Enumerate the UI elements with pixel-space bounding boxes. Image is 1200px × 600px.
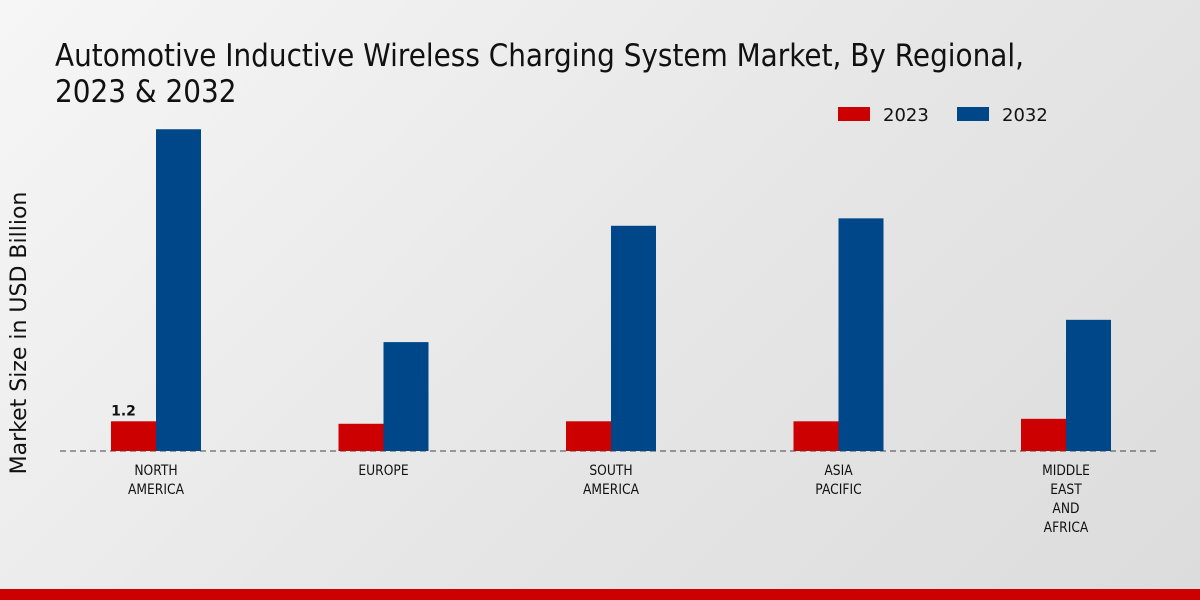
legend-swatch-2032 — [957, 107, 989, 121]
bar-2032-north-america — [156, 129, 201, 451]
data-label: 1.2 — [111, 403, 136, 419]
x-tick-label: SOUTH AMERICA — [583, 463, 639, 498]
bar-2032-asia-pacific — [838, 218, 884, 451]
bar-2023-middle-east-and-africa — [1021, 418, 1066, 451]
x-tick-label-line: PACIFIC — [815, 482, 861, 498]
bar-2032-south-america — [611, 225, 656, 451]
legend-label-2023: 2023 — [883, 105, 929, 126]
x-tick-label: EUROPE — [358, 463, 408, 479]
bar-2023-north-america — [111, 421, 156, 451]
bottom-accent-bar — [0, 589, 1200, 600]
bar-2023-asia-pacific — [793, 421, 839, 451]
x-tick-label-line: AMERICA — [583, 482, 639, 498]
x-tick-label: MIDDLE EAST AND AFRICA — [1042, 463, 1090, 536]
bar-2023-europe — [338, 423, 384, 451]
bar-2032-europe — [383, 342, 429, 451]
chart-title: Automotive Inductive Wireless Charging S… — [55, 38, 1025, 110]
x-tick-label-line: NORTH — [134, 463, 177, 479]
bar-2023-south-america — [566, 421, 611, 451]
x-tick-label: ASIA PACIFIC — [815, 463, 861, 498]
legend-label-2032: 2032 — [1002, 105, 1048, 126]
x-tick-label: NORTH AMERICA — [128, 463, 184, 498]
x-tick-label-line: EAST — [1050, 482, 1082, 498]
x-tick-label-line: SOUTH — [589, 463, 632, 479]
x-tick-label-line: MIDDLE — [1042, 463, 1090, 479]
legend-swatch-2023 — [838, 107, 870, 121]
x-tick-label-line: AND — [1052, 501, 1079, 517]
y-axis-label: Market Size in USD Billion — [7, 192, 32, 475]
x-tick-label-line: AFRICA — [1044, 520, 1089, 536]
x-tick-label-line: AMERICA — [128, 482, 184, 498]
x-tick-label-line: ASIA — [824, 463, 852, 479]
x-tick-label-line: EUROPE — [358, 463, 408, 479]
bar-2032-middle-east-and-africa — [1066, 319, 1111, 451]
